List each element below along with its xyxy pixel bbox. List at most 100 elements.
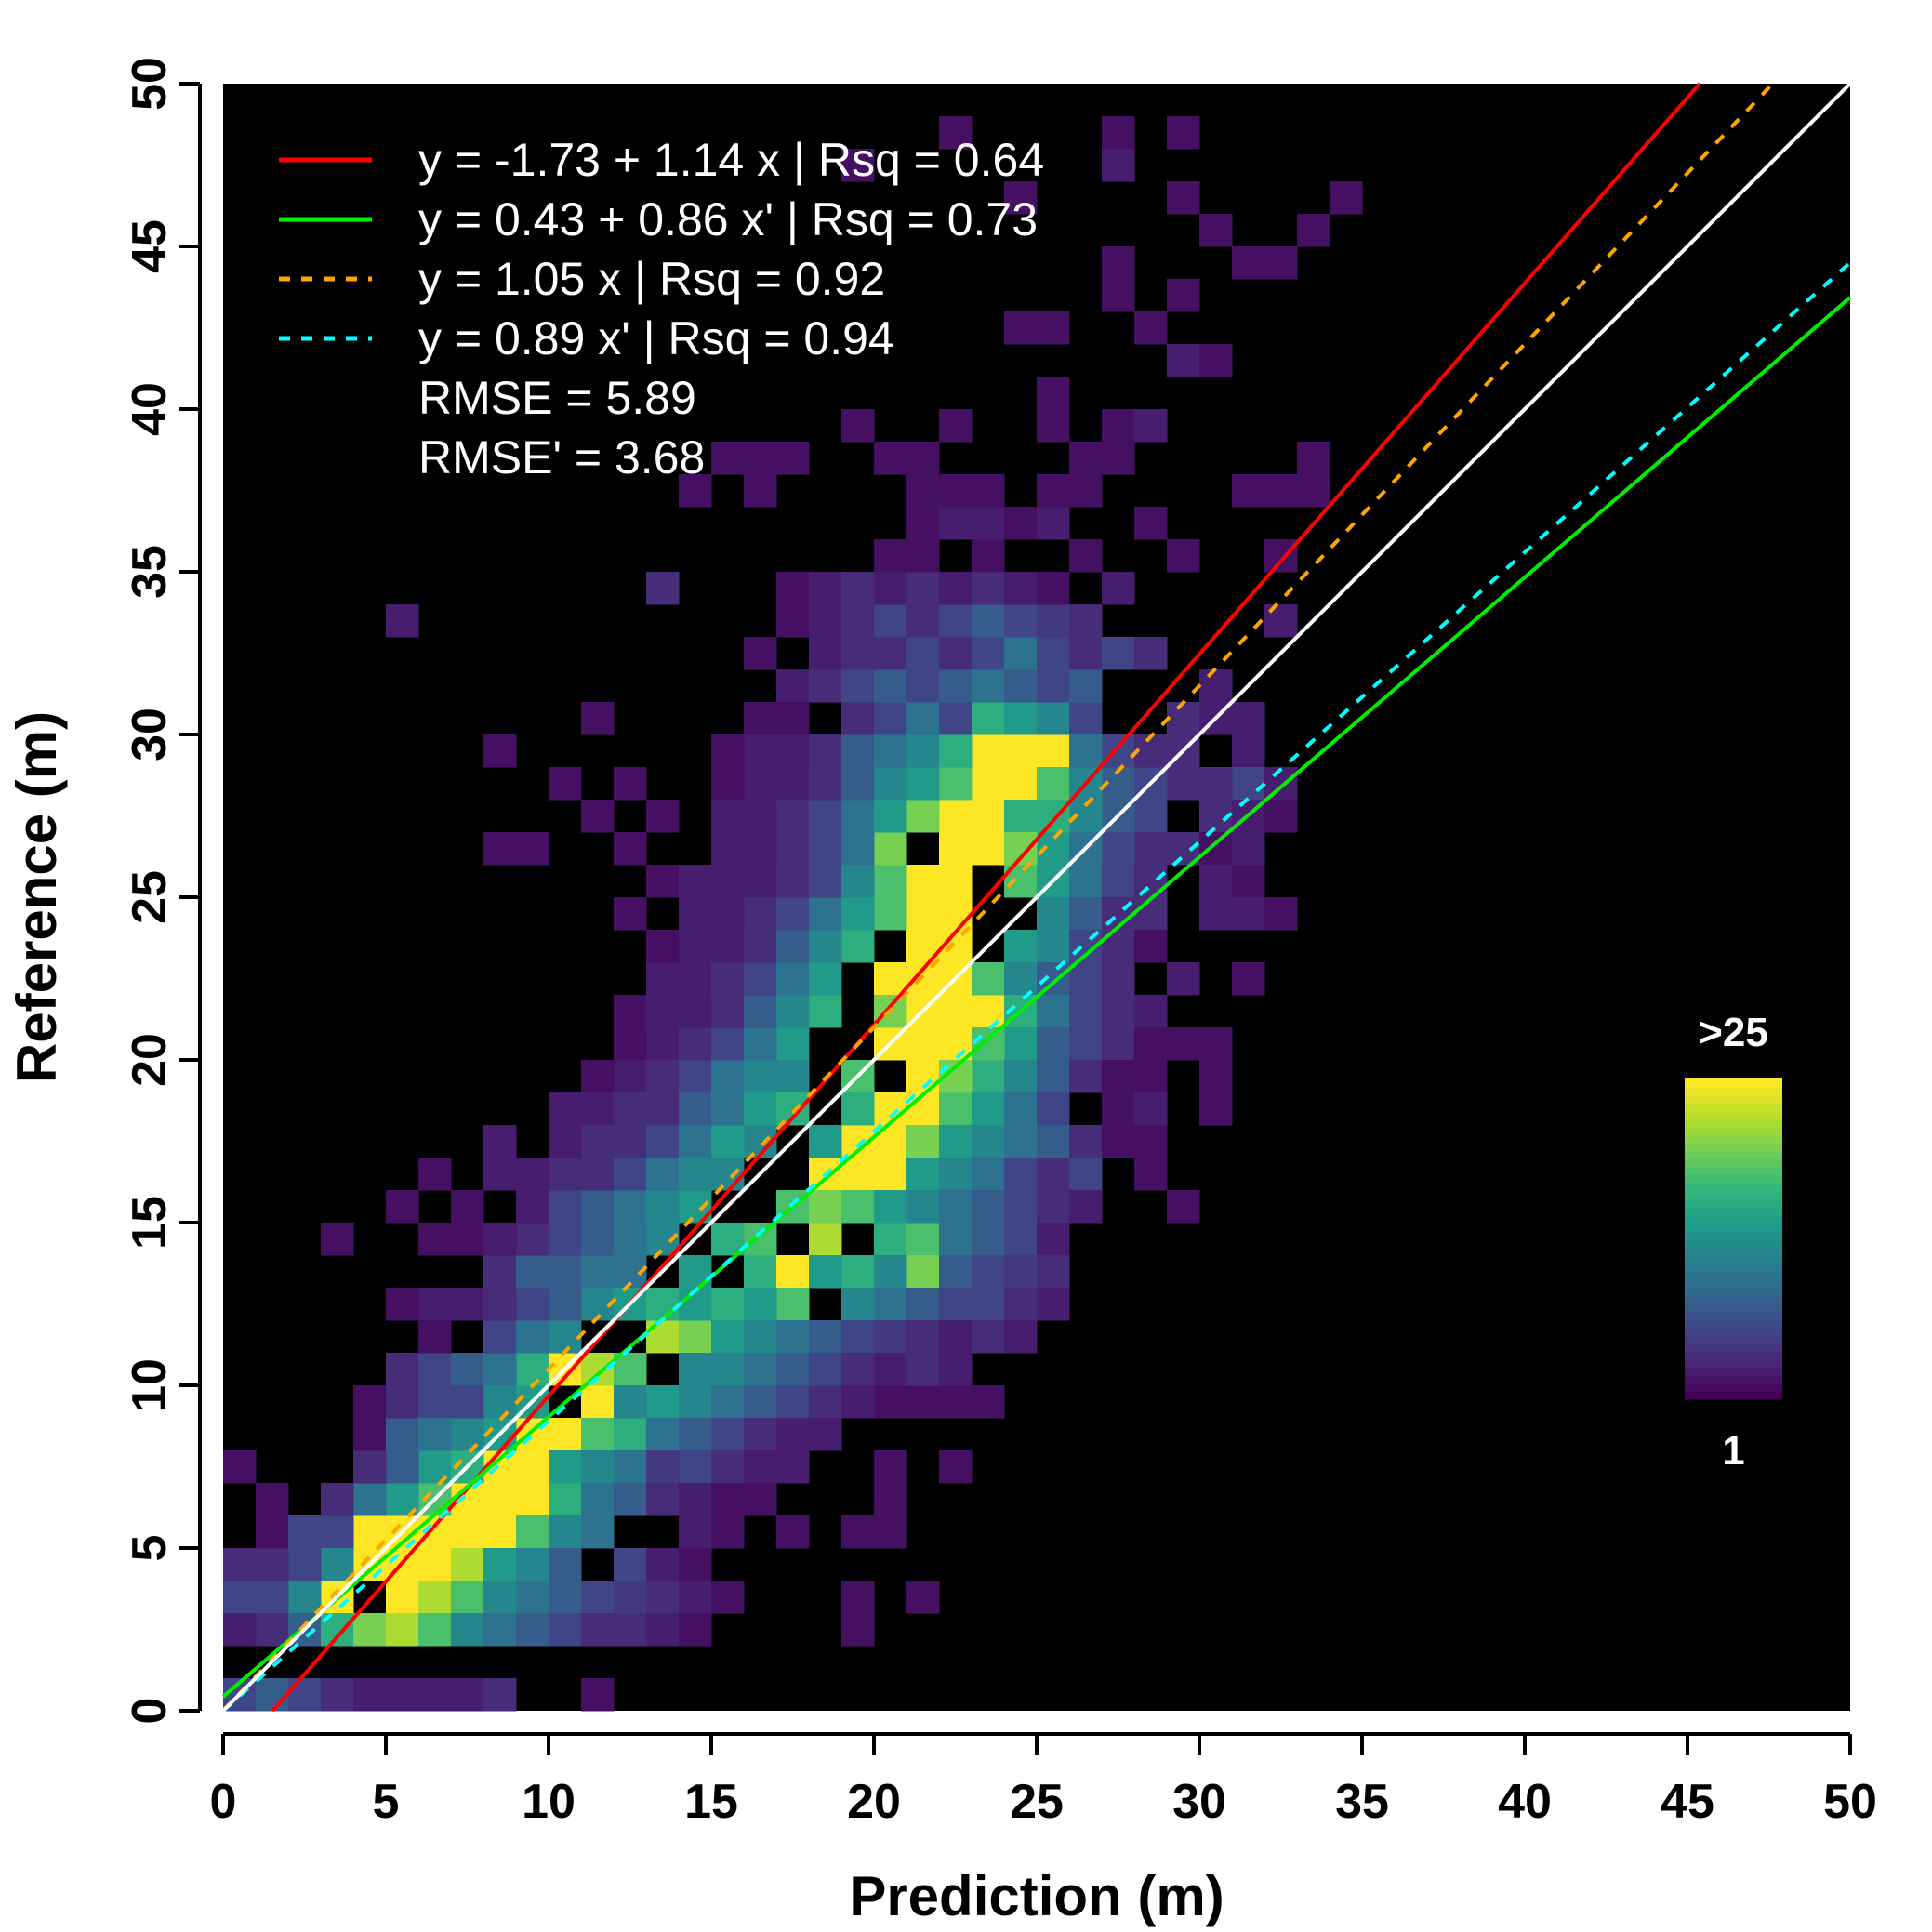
heatmap-cell: [939, 897, 973, 931]
heatmap-cell: [874, 767, 907, 801]
heatmap-cell: [809, 1125, 842, 1158]
heatmap-cell: [809, 669, 842, 703]
colorbar-step: [1685, 1375, 1782, 1384]
heatmap-cell: [1069, 474, 1103, 508]
heatmap-cell: [939, 1288, 973, 1321]
heatmap-cell: [679, 474, 712, 508]
heatmap-cell: [711, 930, 745, 963]
heatmap-cell: [809, 1223, 842, 1256]
heatmap-cell: [581, 1483, 615, 1516]
heatmap-cell: [483, 1288, 517, 1321]
heatmap-cell: [679, 930, 712, 963]
heatmap-cell: [614, 995, 647, 1028]
heatmap-cell: [1102, 409, 1135, 443]
heatmap-cell: [972, 1027, 1005, 1061]
heatmap-cell: [1102, 246, 1135, 280]
heatmap-cell: [939, 832, 973, 866]
heatmap-cell: [939, 767, 973, 801]
heatmap-cell: [939, 702, 973, 735]
heatmap-cell: [809, 1255, 842, 1289]
heatmap-cell: [711, 1483, 745, 1516]
heatmap-cell: [646, 1158, 680, 1191]
heatmap-cell: [809, 962, 842, 996]
heatmap-cell: [386, 1418, 419, 1451]
heatmap-cell: [744, 1092, 777, 1126]
x-tick-label: 40: [1498, 1775, 1552, 1829]
heatmap-cell: [711, 767, 745, 801]
heatmap-cell: [874, 1385, 907, 1419]
legend: y = -1.73 + 1.14 x | Rsq = 0.64 y = 0.43 …: [279, 134, 1044, 483]
heatmap-cell: [646, 572, 680, 605]
heatmap-cell: [418, 1418, 452, 1451]
heatmap-cell: [972, 604, 1005, 638]
legend-entry: y = 1.05 x | Rsq = 0.92: [418, 253, 885, 305]
heatmap-cell: [939, 669, 973, 703]
heatmap-cell: [679, 1613, 712, 1647]
heatmap-cell: [874, 800, 907, 833]
heatmap-cell: [386, 1190, 419, 1224]
heatmap-cell: [972, 995, 1005, 1028]
heatmap-cell: [483, 1515, 517, 1549]
heatmap-cell: [1069, 962, 1103, 996]
heatmap-cell: [841, 409, 875, 443]
colorbar-step: [1685, 1238, 1782, 1248]
heatmap-cell: [1102, 572, 1135, 605]
heatmap-cell: [874, 702, 907, 735]
heatmap-cell: [841, 800, 875, 833]
heatmap-cell: [939, 409, 973, 443]
heatmap-cell: [386, 1353, 419, 1386]
heatmap-cell: [1232, 865, 1265, 898]
heatmap-cell: [418, 1581, 452, 1614]
heatmap-cell: [841, 1320, 875, 1354]
heatmap-cell: [581, 1450, 615, 1484]
heatmap-cell: [711, 1353, 745, 1386]
heatmap-cell: [874, 1158, 907, 1191]
heatmap-cell: [386, 1450, 419, 1484]
heatmap-cell: [1004, 962, 1038, 996]
colorbar-step: [1685, 1318, 1782, 1328]
heatmap-cell: [809, 1418, 842, 1451]
heatmap-cell: [1232, 897, 1265, 931]
heatmap-cell: [483, 1548, 517, 1581]
heatmap-cell: [483, 1678, 517, 1712]
colorbar-step: [1685, 1391, 1782, 1400]
heatmap-cell: [288, 1581, 322, 1614]
heatmap-cell: [1102, 995, 1135, 1028]
heatmap-cell: [841, 637, 875, 670]
heatmap-cell: [1037, 1190, 1070, 1224]
x-tick-label: 45: [1661, 1775, 1714, 1829]
heatmap-cell: [321, 1483, 354, 1516]
heatmap-cell: [1069, 539, 1103, 573]
heatmap-cell: [483, 1320, 517, 1354]
heatmap-cell: [1167, 767, 1200, 801]
heatmap-cell: [972, 832, 1005, 866]
heatmap-cell: [1004, 1320, 1038, 1354]
heatmap-cell: [841, 734, 875, 768]
heatmap-cell: [1037, 572, 1070, 605]
heatmap-cell: [776, 930, 810, 963]
colorbar-max-label: >25: [1699, 1010, 1768, 1055]
heatmap-cell: [939, 1255, 973, 1289]
heatmap-cell: [711, 1450, 745, 1484]
heatmap-cell: [581, 702, 615, 735]
heatmap-cell: [1037, 1158, 1070, 1191]
heatmap-cell: [679, 1483, 712, 1516]
heatmap-cell: [939, 637, 973, 670]
heatmap-cell: [744, 1450, 777, 1484]
x-tick-label: 35: [1335, 1775, 1389, 1829]
heatmap-cell: [711, 995, 745, 1028]
heatmap-cell: [906, 1288, 940, 1321]
heatmap-cell: [744, 832, 777, 866]
heatmap-cell: [1264, 897, 1298, 931]
heatmap-cell: [744, 1027, 777, 1061]
heatmap-cell: [711, 1288, 745, 1321]
heatmap-cell: [1134, 1125, 1168, 1158]
heatmap-cell: [1004, 767, 1038, 801]
heatmap-cell: [1297, 474, 1330, 508]
heatmap-cell: [841, 1288, 875, 1321]
heatmap-cell: [516, 1223, 549, 1256]
colorbar-step: [1685, 1247, 1782, 1256]
heatmap-cell: [1134, 930, 1168, 963]
heatmap-cell: [614, 1450, 647, 1484]
colorbar-step: [1685, 1143, 1782, 1152]
